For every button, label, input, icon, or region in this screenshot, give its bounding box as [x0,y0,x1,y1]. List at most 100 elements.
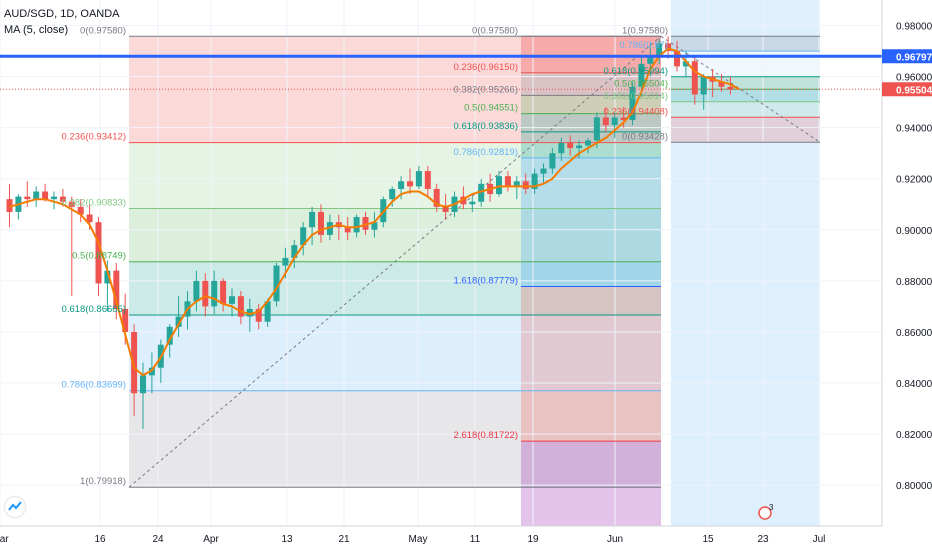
price-tick-label: 0.96000 [896,73,932,84]
ma-indicator-title[interactable]: MA (5, close) [4,24,69,36]
candle-body [433,188,440,207]
symbol-title[interactable]: AUD/SGD, 1D, OANDA [4,8,120,20]
fib-right-trend-line [660,35,821,143]
candle-body [113,270,120,309]
candle-body [585,140,591,146]
fib-left-level-label: 0.618(0.86665) [62,304,126,315]
price-label-box [882,49,932,64]
candle-body [362,217,369,230]
time-tick-label: Apr [203,534,219,545]
candle-body [95,222,102,284]
fib-right-level-label: 0.618(0.95994) [604,66,668,77]
fib-right-level-label: 0.236(0.94408) [604,106,668,117]
price-tick-label: 0.86000 [896,328,932,339]
price-tick-label: 0.94000 [896,124,932,135]
time-tick-label: Jul [813,534,826,545]
time-tick-label: 23 [757,534,769,545]
time-tick-label: 15 [702,534,714,545]
candle-body [166,326,173,345]
fib-right-level-label: 0.382(0.95014) [604,91,668,102]
candle-body [513,181,520,187]
candle-body [273,265,280,302]
candle-body [620,117,627,121]
tradingview-logo-icon[interactable] [5,497,25,517]
candle-body [300,227,307,246]
events-badge-count: 3 [769,503,774,512]
candle-body [326,222,333,235]
candle-body [718,81,725,87]
candle-body [371,222,378,230]
fib-left-zone [129,314,661,391]
candle-body [522,181,529,189]
fib-left-trend-line [128,35,662,488]
candle-body [42,191,49,200]
candle-body [531,173,538,189]
candle-body [602,117,609,126]
candle-body [700,76,707,95]
candle-body [282,257,289,266]
candle-body [504,176,511,187]
fib-mid-zone [521,286,661,442]
grid-layer [0,0,882,526]
candle-body [665,43,672,52]
chart-legend: AUD/SGD, 1D, OANDA MA (5, close) [4,6,120,38]
candle-body [246,308,253,317]
candle-body [496,176,502,195]
candle-body [148,367,155,376]
candle-body [593,117,600,141]
candle-body [6,199,13,212]
candle-body [344,227,351,233]
fib-mid-level-label: 0.236(0.96150) [454,62,518,73]
candle-body [255,308,262,322]
candle-body [24,196,31,200]
events-badge-icon [758,506,772,520]
candle-body [558,142,565,154]
fib-left-level-label: 0.236(0.93412) [62,132,126,143]
candle-body [424,171,431,189]
candle-body [629,86,636,121]
candle-body [415,171,422,187]
candle-body [727,86,734,90]
price-tick-label: 0.92000 [896,175,932,186]
candle-body [674,51,680,67]
candle-body [131,331,138,394]
fib-left-zone [129,36,661,143]
fib-zones-layer [129,0,820,526]
candle-body [389,188,396,200]
candle-body [175,316,182,327]
fib-right-level-label: 1(0.97580) [622,25,668,36]
fib-left-level-label: 0.786(0.83699) [62,380,126,391]
fib-right-zone [671,101,820,118]
candle-body [478,183,485,202]
candle-body [567,142,574,149]
fib-mid-level-label: 1.618(0.87779) [454,276,518,287]
candle-body [611,117,618,126]
fib-left-zone [129,390,661,488]
fib-mid-level-label: 0.5(0.94551) [464,103,518,114]
fib-mid-zone [521,95,661,114]
candle-body [682,61,689,67]
candle-body [353,217,360,233]
candle-body [656,43,663,57]
fib-mid-level-label: 0.618(0.93836) [454,121,518,132]
price-label-text: 0.96797 [896,52,932,63]
candle-body [549,153,556,169]
fib-right-level-label: 0(0.93428) [622,131,668,142]
time-tick-label: 19 [527,534,539,545]
fib-lines-layer [128,35,821,488]
price-label-text: 0.95504 [896,85,932,96]
time-tick-label: 16 [94,534,106,545]
time-tick-label: 24 [152,534,164,545]
candle-body [51,196,57,200]
candle-body [264,301,271,322]
price-tick-label: 0.88000 [896,277,932,288]
candle-body [407,181,413,187]
candle-body [309,211,316,228]
fib-mid-zone [521,36,661,73]
candle-body [291,245,298,258]
candle-body [460,196,467,205]
candle-body [59,196,66,202]
time-tick-label: 11 [470,534,481,545]
fib-left-level-label: 0.382(0.90833) [62,198,126,209]
